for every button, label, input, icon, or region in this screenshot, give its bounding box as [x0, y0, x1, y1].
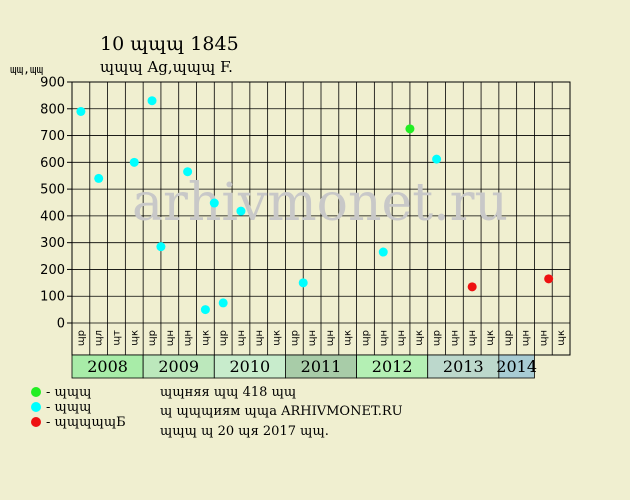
x-tick-label: ɰр — [147, 330, 158, 346]
y-tick-label: 900 — [40, 76, 65, 91]
x-tick-label: ɰт — [111, 330, 122, 346]
y-axis-unit: ɰɰ,ɰɰ — [10, 63, 43, 76]
year-label: 2008 — [87, 357, 128, 376]
year-band: 2008 2009 2010 2011 2012 2013 2014 — [71, 354, 537, 379]
legend: - ɰɰɰ - ɰɰɰ - ɰɰɰɰɰБ — [31, 385, 126, 430]
year-label: 2013 — [443, 357, 484, 376]
x-tick-label: ɰн — [165, 330, 176, 346]
y-tick-label: 0 — [57, 317, 65, 332]
x-tick-label: ɰр — [503, 330, 514, 346]
x-tick-label: ɰн — [449, 330, 460, 346]
x-tick-label: ɰр — [432, 330, 443, 346]
legend-label-1: - ɰɰɰ — [46, 400, 92, 415]
x-tick-label: ɰн — [538, 330, 549, 346]
x-tick-label: ɰн — [467, 330, 478, 346]
note-source: ɰ ɰɰɰиям ɰɰа ARHIVMONET.RU — [160, 404, 403, 419]
x-tick-label: ɰн — [396, 330, 407, 346]
x-tick-label: ɰр — [218, 330, 229, 346]
data-point — [76, 106, 86, 116]
x-tick-label: ɰк — [414, 330, 425, 346]
year-cell — [498, 354, 535, 379]
data-point — [200, 305, 210, 315]
y-tick-label: 500 — [40, 183, 65, 198]
year-label: 2010 — [229, 357, 270, 376]
y-tick-label: 100 — [40, 290, 65, 305]
data-point — [236, 206, 246, 216]
data-point — [218, 298, 228, 308]
legend-swatch-0 — [31, 387, 41, 397]
watermark: arhivmonet.ru — [132, 173, 508, 233]
x-tick-label: ɰк — [485, 330, 496, 346]
x-tick-label: ɰн — [521, 330, 532, 346]
x-tick-label: ɰн — [307, 330, 318, 346]
x-tick-label: ɰн — [183, 330, 194, 346]
x-tick-label: ɰр — [360, 330, 371, 346]
legend-swatch-1 — [31, 402, 41, 412]
note-average: ɰɰняя ɰɰ 418 ɰɰ — [160, 385, 296, 400]
x-axis-labels: ɰр ɰл ɰт ɰк ɰр ɰн ɰн ɰк ɰр ɰн ɰн ɰк ɰр ɰн ɰн ɰк ɰр ɰн ɰн ɰк… — [76, 330, 567, 346]
data-point — [129, 157, 139, 167]
data-point — [544, 274, 554, 284]
data-point — [94, 173, 104, 183]
notes: ɰɰняя ɰɰ 418 ɰɰ ɰ ɰɰɰиям ɰɰа ARHIVMONET.… — [160, 385, 403, 439]
y-tick-label: 400 — [40, 209, 65, 224]
y-tick-label: 200 — [40, 263, 65, 278]
data-point — [183, 167, 193, 177]
y-tick-label: 600 — [40, 156, 65, 171]
year-label: 2009 — [158, 357, 199, 376]
data-point — [467, 282, 477, 292]
y-tick-label: 700 — [40, 129, 65, 144]
legend-label-2: - ɰɰɰɰɰБ — [46, 415, 126, 430]
x-tick-label: ɰн — [254, 330, 265, 346]
plot-area: 0 100 200 300 400 500 600 700 800 900 — [40, 76, 571, 356]
y-tick-label: 300 — [40, 236, 65, 251]
x-tick-label: ɰр — [76, 330, 87, 346]
data-point — [156, 242, 166, 252]
chart-subtitle: ɰɰɰ Ag,ɰɰɰ F. — [100, 58, 233, 76]
data-point — [378, 247, 388, 257]
x-tick-label: ɰр — [289, 330, 300, 346]
data-point — [432, 154, 442, 164]
x-tick-label: ɰк — [200, 330, 211, 346]
note-date: ɰɰɰ ɰ 20 ɰя 2017 ɰɰ. — [160, 424, 329, 439]
x-tick-label: ɰк — [272, 330, 283, 346]
data-points — [76, 96, 554, 315]
x-tick-label: ɰн — [325, 330, 336, 346]
x-tick-label: ɰк — [556, 330, 567, 346]
chart-title: 10 ɰɰɰ 1845 — [100, 33, 239, 55]
year-label: 2012 — [372, 357, 413, 376]
data-point — [405, 124, 415, 134]
x-tick-label: ɰн — [236, 330, 247, 346]
x-tick-label: ɰк — [129, 330, 140, 346]
legend-label-0: - ɰɰɰ — [46, 385, 92, 400]
data-point — [209, 198, 219, 208]
year-label: 2014 — [496, 357, 537, 376]
data-point — [147, 96, 157, 106]
x-tick-label: ɰк — [343, 330, 354, 346]
year-label: 2011 — [301, 357, 342, 376]
legend-swatch-2 — [31, 417, 41, 427]
x-tick-label: ɰн — [378, 330, 389, 346]
data-point — [298, 278, 308, 288]
y-tick-label: 800 — [40, 102, 65, 117]
x-tick-label: ɰл — [94, 330, 105, 346]
